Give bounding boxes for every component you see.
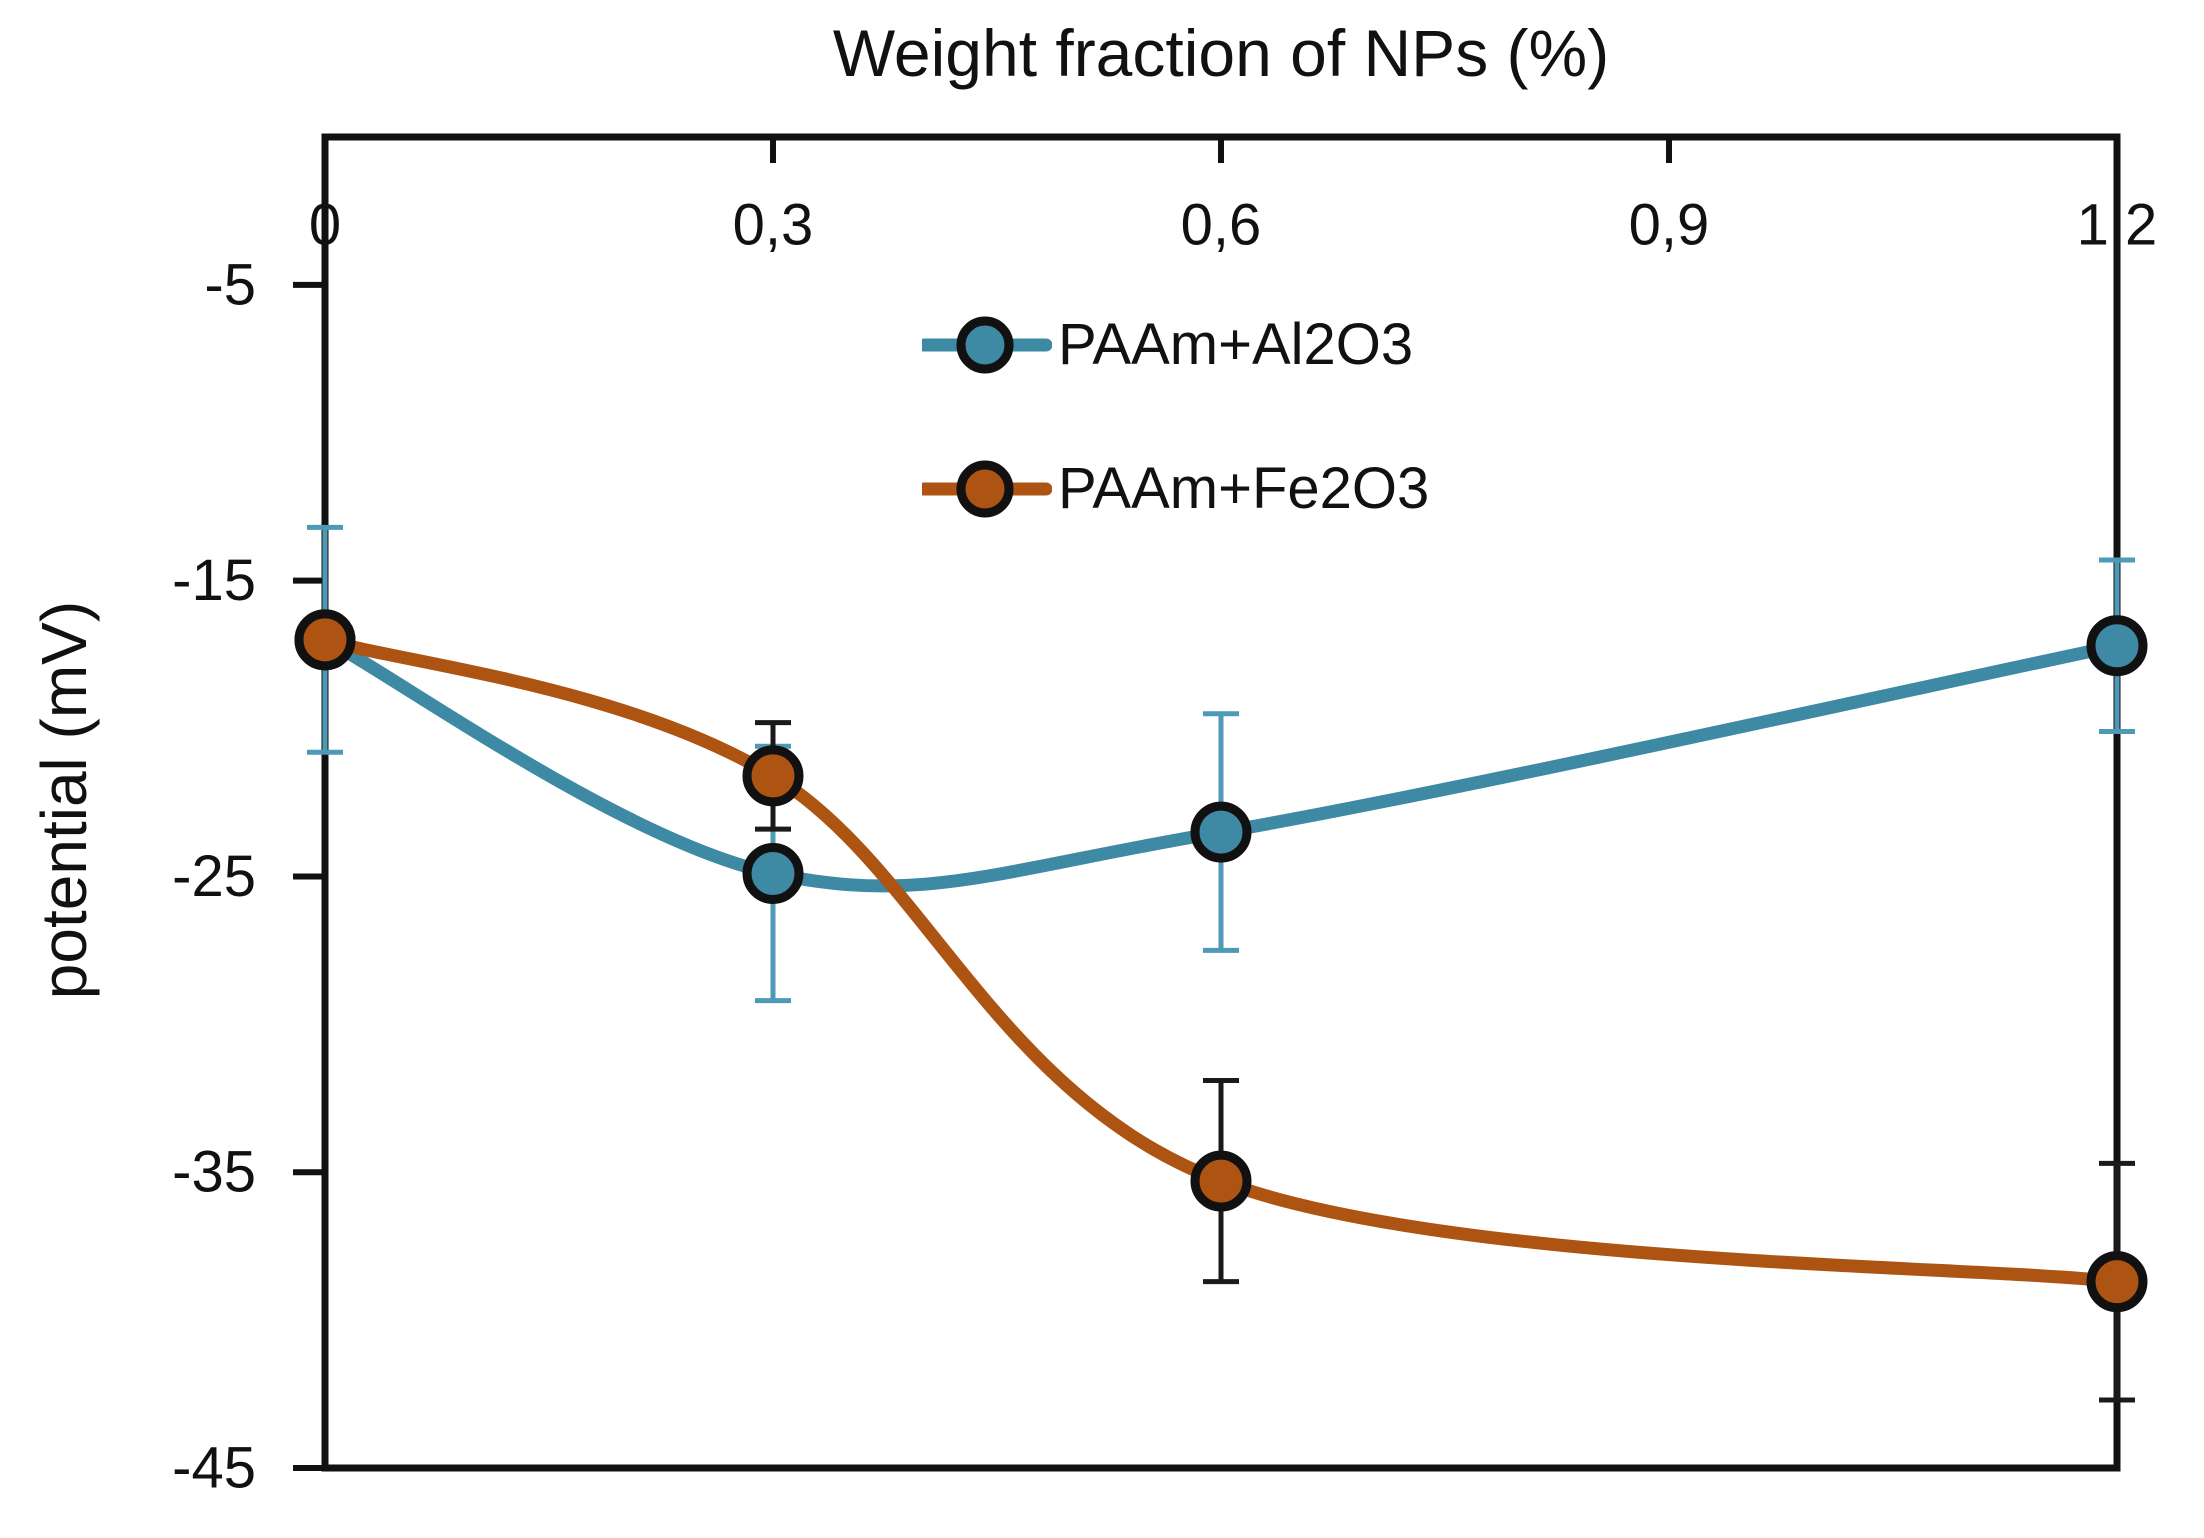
legend-marker — [956, 460, 1014, 518]
data-point-marker-paam-al2o3 — [2086, 615, 2148, 677]
line-marker-icon — [922, 316, 1052, 374]
data-point-marker-paam-fe2o3 — [742, 745, 804, 807]
x-tick-label: 0,6 — [1181, 193, 1262, 258]
y-axis-title: potential (mV) — [28, 600, 100, 1000]
y-tick-label: -35 — [172, 1140, 256, 1205]
x-tick-label: 0,3 — [733, 193, 814, 258]
x-axis-title: Weight fraction of NPs (%) — [832, 16, 1610, 90]
legend-marker — [956, 316, 1014, 374]
data-point-marker-paam-fe2o3 — [1190, 1150, 1252, 1212]
y-tick-label: -15 — [172, 548, 256, 613]
x-tick-label: 0,9 — [1629, 193, 1710, 258]
legend-item: PAAm+Fe2O3 — [922, 454, 1429, 524]
data-point-marker-paam-fe2o3 — [2086, 1251, 2148, 1313]
y-tick-label: -5 — [204, 252, 256, 317]
x-tick-label: 1,2 — [2077, 193, 2158, 258]
legend-item-label: PAAm+Al2O3 — [1058, 312, 1414, 377]
legend: PAAm+Al2O3 PAAm+Fe2O3 — [922, 310, 1429, 524]
data-point-marker-paam-al2o3 — [742, 842, 804, 904]
y-tick-label: -25 — [172, 844, 256, 909]
data-point-marker-paam-fe2o3 — [294, 609, 356, 671]
line-marker-icon — [922, 460, 1052, 518]
data-point-marker-paam-al2o3 — [1190, 801, 1252, 863]
series-line-paam-al2o3 — [318, 633, 2124, 893]
x-tick-label: 0 — [309, 193, 341, 258]
y-tick-label: -45 — [172, 1436, 256, 1501]
legend-item-label: PAAm+Fe2O3 — [1058, 456, 1430, 521]
legend-item: PAAm+Al2O3 — [922, 310, 1429, 380]
series-line-paam-fe2o3 — [318, 633, 2124, 1289]
